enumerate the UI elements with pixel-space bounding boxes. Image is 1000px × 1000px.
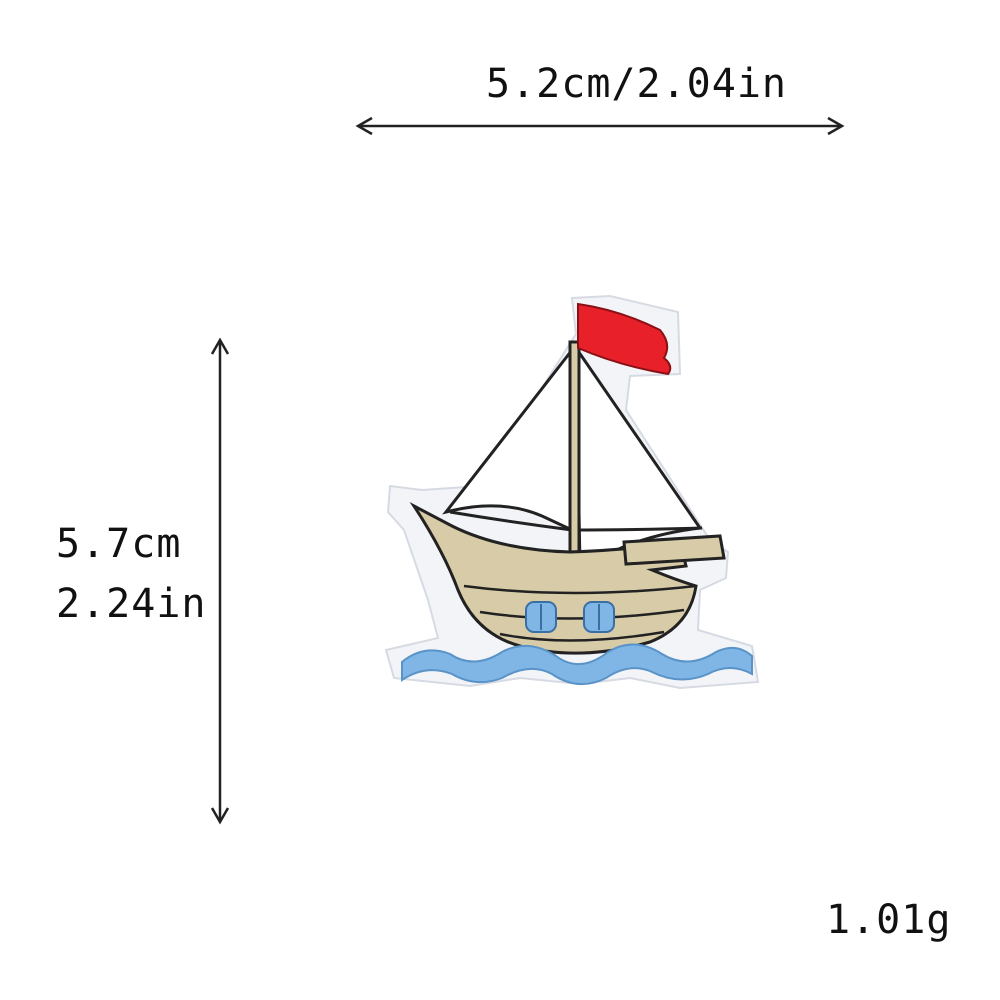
height-arrow-icon (210, 337, 230, 825)
sailboat-patch-icon (384, 294, 760, 690)
width-dimension-label: 5.2cm/2.04in (486, 61, 787, 107)
weight-label: 1.01g (826, 897, 952, 943)
width-arrow-icon (355, 116, 845, 136)
height-in-label: 2.24in (56, 581, 207, 627)
height-cm-label: 5.7cm (56, 521, 182, 567)
